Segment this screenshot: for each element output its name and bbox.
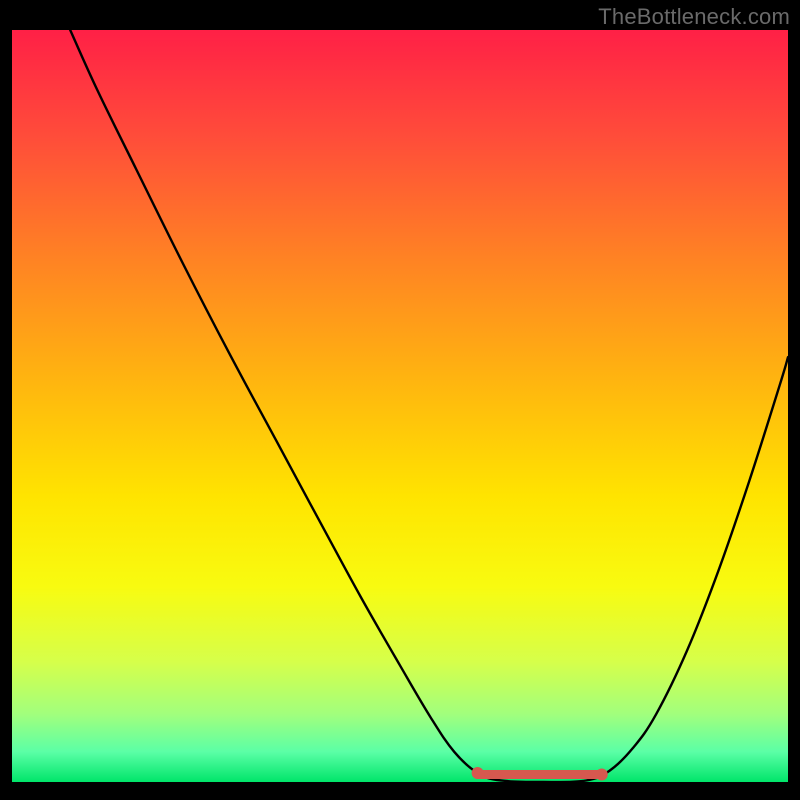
segment-endpoint-1 xyxy=(596,768,608,780)
bottleneck-chart xyxy=(0,0,800,800)
plot-area xyxy=(12,30,788,782)
watermark-text: TheBottleneck.com xyxy=(598,4,790,30)
segment-endpoint-0 xyxy=(472,767,484,779)
chart-frame: TheBottleneck.com xyxy=(0,0,800,800)
